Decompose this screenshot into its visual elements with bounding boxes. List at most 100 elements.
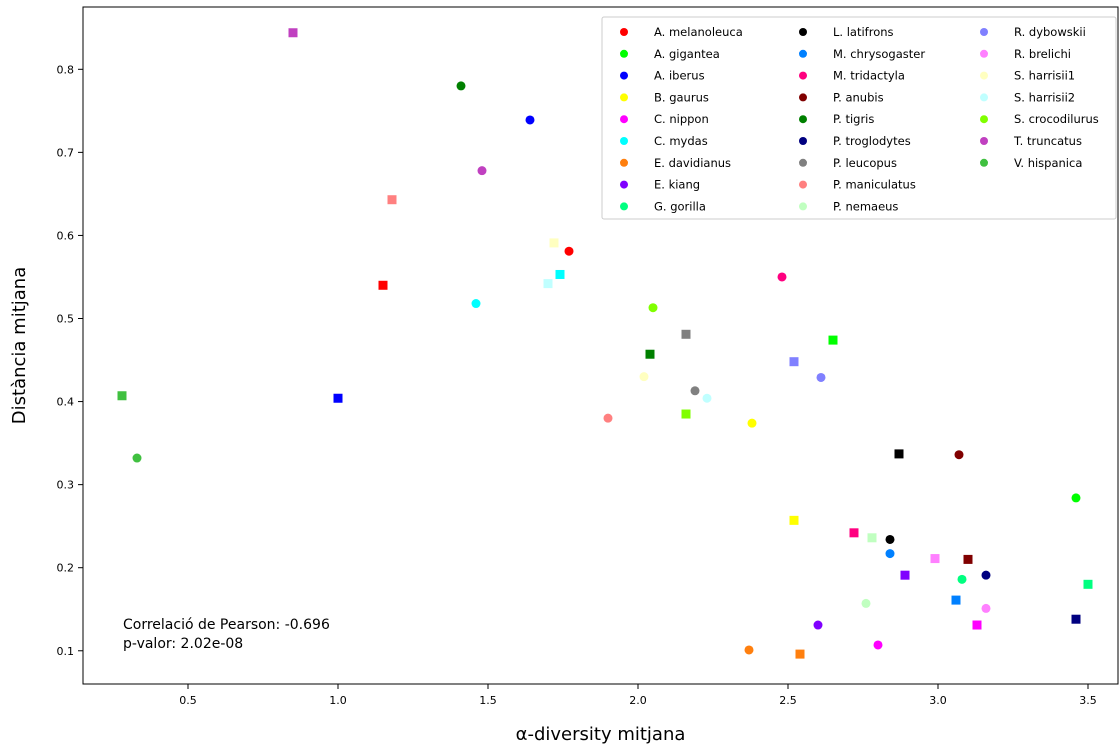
legend-label: T. truncatus (1013, 134, 1082, 148)
data-point-square (543, 279, 553, 289)
legend-label: P. maniculatus (833, 178, 916, 192)
legend-marker (799, 49, 807, 58)
y-axis-label: Distància mitjana (9, 267, 30, 424)
data-point-circle (861, 598, 871, 608)
legend-label: A. gigantea (654, 47, 720, 61)
legend-marker (620, 49, 628, 58)
data-point-square (333, 393, 343, 403)
plot-area (117, 28, 1093, 659)
y-tick-label: 0.7 (57, 146, 75, 159)
legend: A. melanoleuca A. gigantea A. iberus B. gau… (601, 16, 1117, 220)
data-point-square (789, 515, 799, 525)
legend-marker (799, 115, 807, 124)
legend-label: R. brelichi (1014, 47, 1071, 61)
legend-label: P. anubis (833, 90, 884, 104)
y-tick-label: 0.6 (57, 229, 75, 242)
y-axis: 0.1 0.2 0.3 0.4 0.5 0.6 0.7 0.8 (57, 63, 83, 658)
data-point-circle (885, 534, 895, 544)
legend-marker (620, 71, 628, 80)
data-point-square (1071, 614, 1081, 624)
legend-marker (620, 28, 628, 36)
x-tick-label: 2.0 (629, 694, 647, 707)
legend-marker (799, 180, 807, 189)
x-axis-label: α-diversity mitjana (516, 724, 686, 745)
data-point-circle (744, 645, 754, 655)
legend-label: L. latifrons (833, 25, 894, 39)
data-point-square (555, 269, 565, 279)
data-point-square (549, 238, 559, 248)
legend-marker (620, 93, 628, 102)
y-tick-label: 0.2 (57, 562, 75, 575)
data-point-circle (873, 640, 883, 650)
data-point-circle (981, 570, 991, 580)
data-point-square (900, 570, 910, 580)
data-point-square (795, 649, 805, 659)
data-point-square (930, 554, 940, 564)
legend-label: G. gorilla (654, 199, 706, 213)
data-point-circle (885, 549, 895, 559)
legend-marker (799, 71, 807, 80)
data-point-circle (690, 386, 700, 396)
data-point-circle (132, 453, 142, 463)
legend-marker (620, 180, 628, 189)
legend-marker (799, 93, 807, 102)
data-point-square (681, 409, 691, 419)
legend-label: E. davidianus (654, 156, 731, 170)
legend-label: S. harrisii2 (1014, 90, 1075, 104)
legend-label: V. hispanica (1014, 156, 1082, 170)
legend-label: P. tigris (833, 112, 874, 126)
axes-frame (82, 6, 1119, 685)
data-point-circle (957, 574, 967, 584)
data-point-circle (954, 450, 964, 460)
data-point-circle (564, 246, 574, 256)
data-point-square (849, 528, 859, 538)
data-point-square (681, 329, 691, 339)
y-tick-label: 0.3 (57, 479, 75, 492)
legend-label: B. gaurus (654, 90, 709, 104)
legend-marker (980, 28, 988, 36)
legend-label: P. nemaeus (833, 199, 898, 213)
x-axis: 0.5 1.0 1.5 2.0 2.5 3.0 3.5 (179, 684, 1097, 707)
legend-label: M. chrysogaster (833, 47, 925, 61)
x-tick-label: 3.5 (1079, 694, 1097, 707)
x-tick-label: 3.0 (929, 694, 947, 707)
x-tick-label: 0.5 (179, 694, 197, 707)
legend-marker (799, 202, 807, 211)
data-point-circle (477, 166, 487, 176)
data-point-square (867, 533, 877, 543)
data-point-circle (456, 81, 466, 91)
data-point-circle (813, 620, 823, 630)
legend-marker (799, 158, 807, 167)
x-tick-label: 2.5 (779, 694, 797, 707)
legend-marker (620, 137, 628, 145)
y-tick-label: 0.8 (57, 63, 75, 76)
data-point-circle (816, 372, 826, 382)
data-point-square (894, 449, 904, 459)
data-point-circle (525, 115, 535, 125)
data-point-circle (639, 372, 649, 382)
legend-marker (620, 115, 628, 124)
data-point-circle (777, 272, 787, 282)
legend-marker (980, 137, 988, 145)
legend-label: P. leucopus (833, 156, 897, 170)
legend-marker (620, 202, 628, 211)
data-point-square (288, 28, 298, 38)
y-tick-label: 0.1 (57, 645, 75, 658)
legend-label: P. troglodytes (833, 134, 911, 148)
legend-marker (980, 158, 988, 167)
legend-label: A. melanoleuca (654, 25, 743, 39)
legend-label: S. crocodilurus (1014, 112, 1099, 126)
x-tick-label: 1.5 (479, 694, 497, 707)
legend-label: R. dybowskii (1014, 25, 1086, 39)
x-tick-label: 1.0 (329, 694, 347, 707)
data-point-circle (747, 418, 757, 428)
legend-marker (980, 49, 988, 58)
legend-marker (980, 93, 988, 102)
data-point-square (972, 620, 982, 630)
pearson-correlation-text: Correlació de Pearson: -0.696 (123, 617, 330, 633)
data-point-circle (603, 413, 613, 423)
legend-marker (980, 115, 988, 124)
data-point-square (951, 595, 961, 605)
legend-marker (620, 158, 628, 167)
